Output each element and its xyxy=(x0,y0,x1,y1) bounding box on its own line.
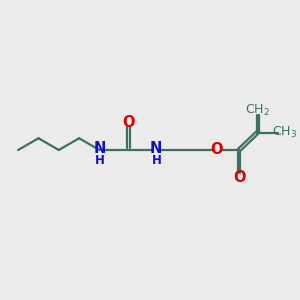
Text: H: H xyxy=(152,154,162,167)
Text: N: N xyxy=(93,141,106,156)
Text: O: O xyxy=(211,142,223,158)
Text: H: H xyxy=(95,154,105,167)
Text: CH$_2$: CH$_2$ xyxy=(244,103,269,118)
Text: CH$_3$: CH$_3$ xyxy=(272,125,297,140)
Text: O: O xyxy=(233,170,245,185)
Text: O: O xyxy=(122,115,135,130)
Text: N: N xyxy=(150,141,162,156)
